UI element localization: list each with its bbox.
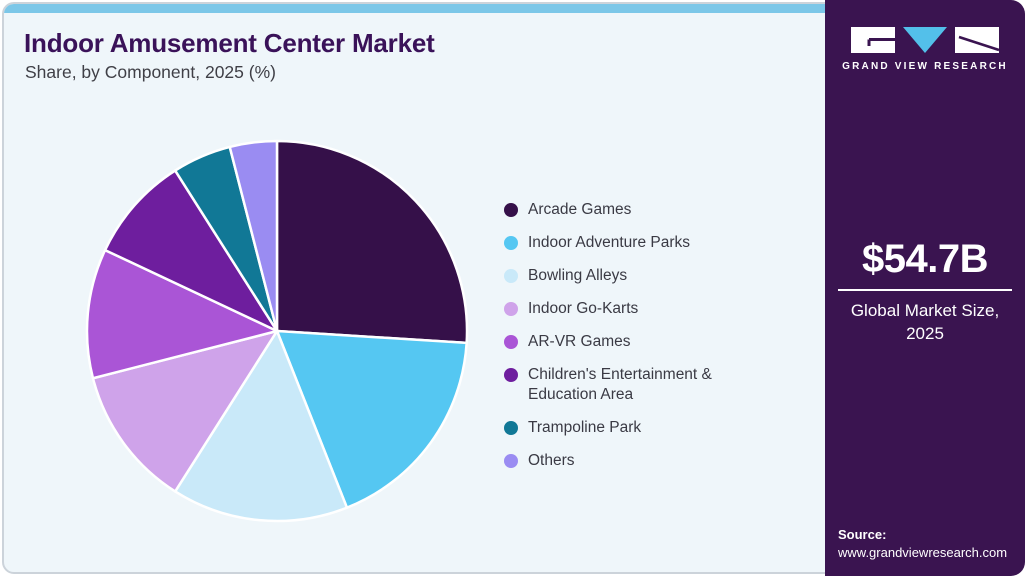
gvr-logo-text: GRAND VIEW RESEARCH [842,61,1008,72]
pie-chart [77,131,477,531]
legend-item: Indoor Go-Karts [504,299,764,319]
legend-item: Trampoline Park [504,418,764,438]
pie-slice [91,329,279,493]
legend-item: Others [504,451,764,471]
logo-r-glyph [958,35,999,52]
legend-label: AR-VR Games [528,333,631,350]
legend-label: Others [528,452,575,469]
gvr-logo: GRAND VIEW RESEARCH [825,27,1025,72]
sidebar: GRAND VIEW RESEARCH $54.7B Global Market… [825,0,1025,576]
legend-swatch-icon [504,269,518,283]
legend-swatch-icon [504,421,518,435]
gvr-logo-marks [851,27,999,53]
legend-item: Arcade Games [504,200,764,220]
legend-label: Bowling Alleys [528,267,628,284]
pie-slice [85,248,279,380]
page-subtitle: Share, by Component, 2025 (%) [25,62,276,82]
legend-label: Indoor Adventure Parks [528,234,690,251]
market-size-label-line1: Global Market Size, [850,301,1000,320]
market-size-label: Global Market Size, 2025 [825,299,1025,345]
legend-item: Bowling Alleys [504,266,764,286]
legend-swatch-icon [504,302,518,316]
divider [838,289,1012,291]
legend: Arcade Games Indoor Adventure Parks Bowlin… [504,200,764,471]
legend-swatch-icon [504,335,518,349]
legend-item: Children's Entertainment & Education Are… [504,365,764,405]
pie-slice [275,139,469,345]
pie-slice [275,329,468,509]
pie-slice [103,169,279,333]
legend-swatch-icon [504,368,518,382]
source-label: Source: [838,527,887,542]
legend-item: Indoor Adventure Parks [504,233,764,253]
legend-label: Trampoline Park [528,419,642,436]
top-accent-bar [4,4,1021,13]
market-size-block: $54.7B Global Market Size, 2025 [825,237,1025,345]
legend-item: AR-VR Games [504,332,764,352]
pie-chart-svg [85,139,469,523]
pie-slice [173,329,349,523]
logo-v-triangle-icon [903,27,947,53]
legend-label: Children's Entertainment & Education Are… [528,366,712,403]
legend-swatch-icon [504,203,518,217]
market-size-label-line2: 2025 [906,324,944,343]
legend-swatch-icon [504,454,518,468]
legend-swatch-icon [504,236,518,250]
page-title: Indoor Amusement Center Market [24,28,435,58]
source-block: Source: www.grandviewresearch.com [838,526,1007,562]
pie-slice [228,139,279,333]
source-url[interactable]: www.grandviewresearch.com [838,545,1008,560]
legend-label: Arcade Games [528,201,632,218]
market-size-value: $54.7B [862,237,988,281]
legend-label: Indoor Go-Karts [528,300,639,317]
